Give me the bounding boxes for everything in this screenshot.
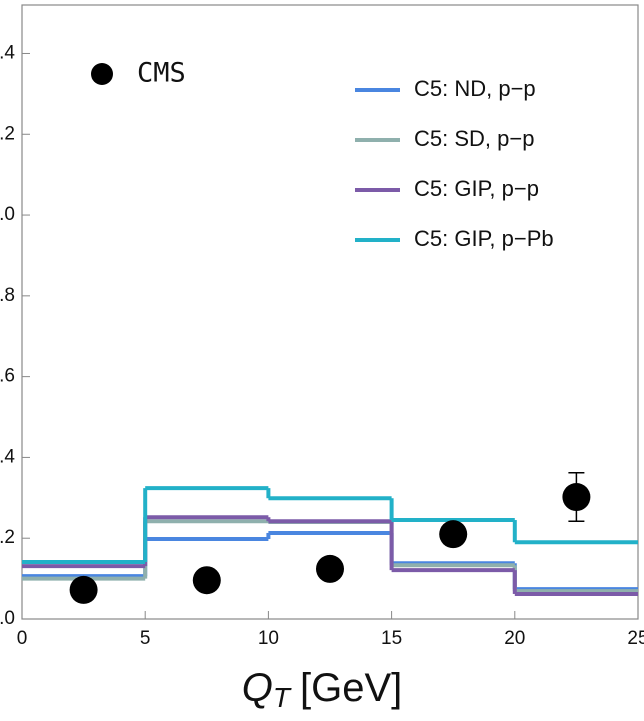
legend-label: C5: GIP, p−Pb [414,226,554,251]
x-label-sub: T [273,682,292,713]
y-tick-label: .0 [0,608,15,629]
data-point [439,520,468,549]
x-tick-label: 15 [381,628,402,649]
y-tick-label: .4 [0,42,15,63]
data-point [562,483,591,512]
x-tick-label: 0 [17,628,28,649]
x-label-main: Q [242,666,273,710]
y-tick-label: .8 [0,285,15,306]
y-tick-label: .0 [0,204,15,225]
legend-label: CMS [137,58,186,89]
y-tick-label: .2 [0,123,15,144]
x-tick-label: 10 [258,628,279,649]
legend-label: C5: ND, p−p [414,76,536,101]
data-point [192,566,221,595]
x-tick-label: 5 [140,628,151,649]
legend-marker [91,63,113,85]
legend-label: C5: SD, p−p [414,126,534,151]
data-point [69,575,98,604]
x-label-unit: [GeV] [300,666,402,710]
x-tick-label: 20 [504,628,525,649]
y-tick-label: .4 [0,446,15,467]
y-tick-label: .2 [0,527,15,548]
legend-label: C5: GIP, p−p [414,176,539,201]
y-tick-label: .6 [0,366,15,387]
x-axis-label: QT [GeV] [242,666,403,714]
plot-frame [21,4,639,620]
data-point [316,554,344,583]
x-tick-label: 25 [627,628,644,649]
